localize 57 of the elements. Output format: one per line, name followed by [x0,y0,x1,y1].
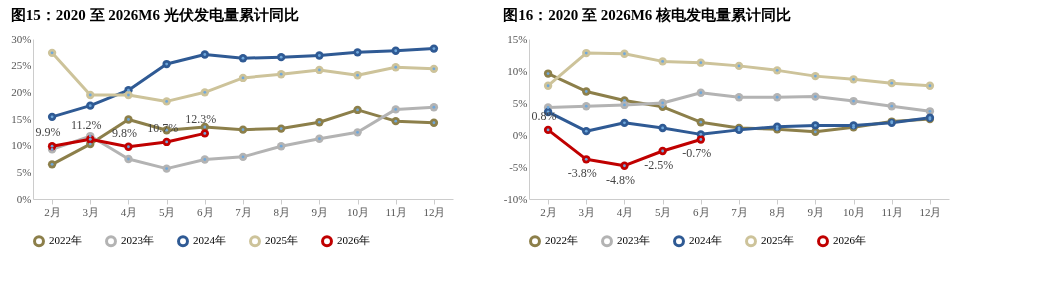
y-tick-label: -5% [509,160,528,173]
y-tick-label: 5% [16,165,32,178]
data-label: -2.5% [644,158,674,172]
legend-label: 2026年 [833,234,866,247]
x-tick-label: 5月 [654,205,672,218]
legend-label: 2023年 [617,234,650,247]
legend-label: 2026年 [337,234,370,247]
x-tick-label: 9月 [807,205,825,218]
data-label: 9.9% [35,125,61,140]
x-tick-label: 3月 [578,205,596,218]
x-tick-label: 2月 [44,205,61,218]
x-tick-label: 9月 [311,205,329,218]
chart-title: 图16：2020 至 2026M6 核电发电量累计同比 [503,7,792,23]
y-tick-label: 5% [512,96,528,109]
y-tick-label: 0% [512,128,528,141]
legend-label: 2025年 [761,234,794,247]
data-label: 11.2% [70,118,102,133]
x-tick-label: 6月 [197,205,214,218]
x-tick-label: 4月 [616,205,634,218]
x-tick-label: 12月 [919,205,942,218]
x-tick-label: 3月 [82,205,100,218]
x-tick-label: 12月 [423,205,446,218]
y-tick-label: 0% [16,192,32,205]
x-tick-label: 2月 [540,205,557,218]
data-label: -0.7% [682,146,712,161]
data-label: 10.7% [147,120,179,135]
legend-label: 2022年 [49,234,82,247]
y-tick-label: 25% [11,59,32,72]
legend-label: 2022年 [545,234,578,247]
x-tick-label: 7月 [731,205,748,218]
legend-label: 2024年 [193,234,226,247]
data-label: -3.8% [567,166,597,181]
y-tick-label: 15% [507,32,528,45]
x-tick-label: 10月 [347,205,370,218]
chart-title: 图15：2020 至 2026M6 光伏发电量累计同比 [10,7,299,23]
x-tick-label: 7月 [235,205,252,218]
y-tick-label: 20% [11,85,32,98]
data-label: 0.8% [531,108,557,123]
x-tick-label: 11月 [881,205,904,218]
x-tick-label: 10月 [843,205,866,218]
legend-label: 2023年 [121,234,154,247]
legend-label: 2025年 [265,234,298,247]
x-tick-label: 4月 [120,205,138,218]
x-tick-label: 6月 [693,205,710,218]
x-tick-label: 8月 [769,205,786,218]
data-label: 12.3% [185,112,217,127]
y-tick-label: 10% [507,64,528,77]
x-tick-label: 5月 [158,205,176,218]
y-tick-label: 10% [11,139,32,152]
y-tick-label: 15% [11,112,32,125]
data-label: 9.8% [111,125,137,140]
x-tick-label: 11月 [385,205,408,218]
legend-label: 2024年 [689,234,722,247]
y-tick-label: 30% [11,32,32,45]
data-label: -4.8% [605,172,635,187]
x-tick-label: 8月 [273,205,290,218]
y-tick-label: -10% [503,192,528,205]
